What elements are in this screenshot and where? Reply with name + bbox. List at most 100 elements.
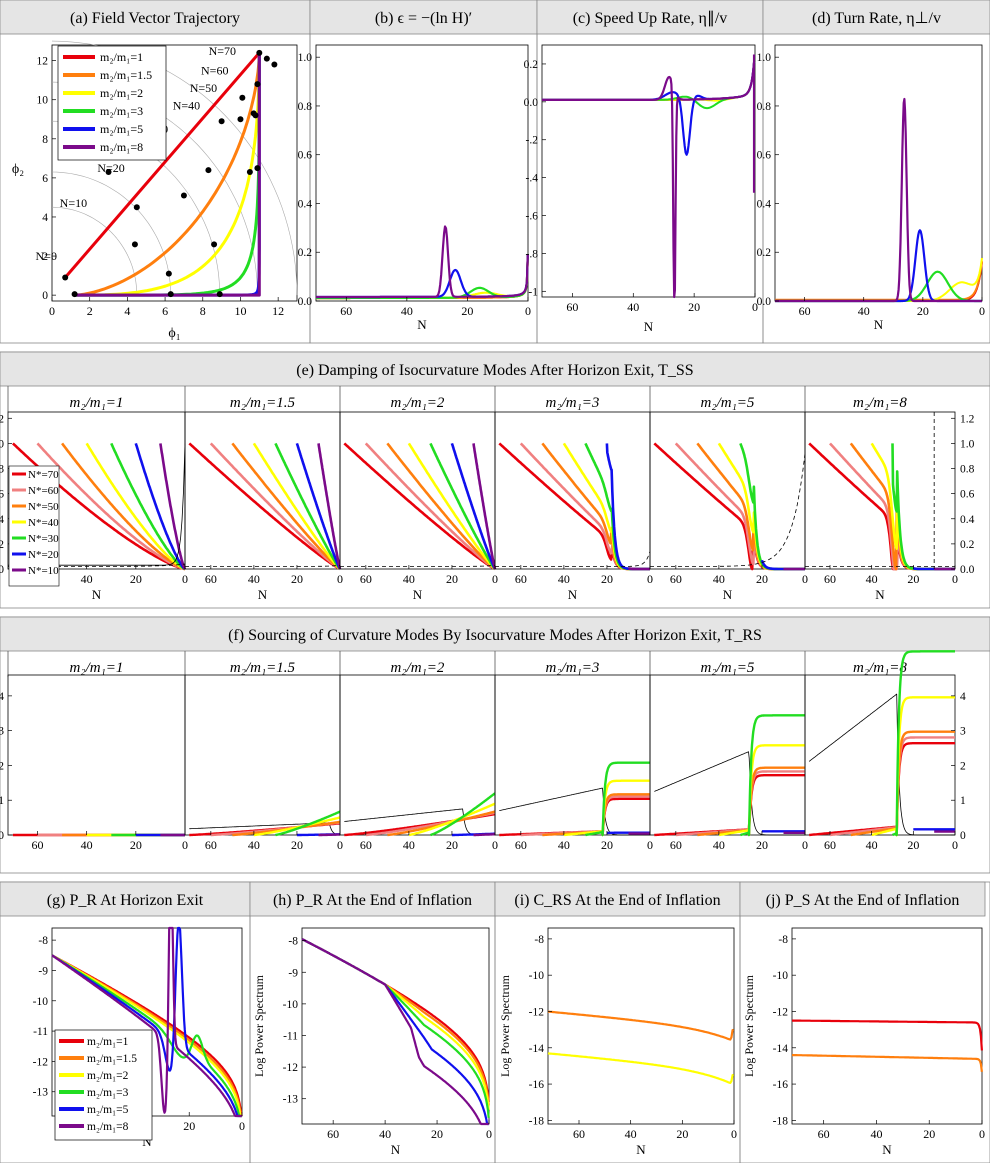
y-tick-label: 0.0 (298, 296, 313, 308)
y-tick-label: -14 (773, 1043, 789, 1055)
x-tick-label: 20 (923, 1127, 935, 1141)
tss-nstar-10 (627, 567, 652, 571)
tss-nstar-60 (36, 442, 186, 571)
y-tick-label: 0.8 (757, 101, 772, 113)
y-tick-label: 4 (0, 691, 4, 703)
trs-nstar-40 (871, 696, 956, 837)
n-marker (71, 291, 78, 298)
n-marker (105, 169, 112, 176)
x-tick-label: 0 (979, 304, 985, 318)
x-tick-label: 0 (802, 838, 808, 852)
panel-d: 60 40 20 0 0.0 0.2 0.4 0.6 0.8 1.0 N (757, 44, 985, 332)
title-j: (j) P_S At the End of Inflation (766, 892, 960, 909)
header-bg (494, 881, 741, 917)
y-tick-label: 3 (0, 726, 4, 738)
x-tick-label: 0 (492, 572, 498, 586)
y-tick-label: 0.0 (0, 564, 4, 576)
plot-frame (547, 927, 735, 1125)
x-tick-label: 60 (670, 838, 682, 852)
x-tick-label: 0 (337, 572, 343, 586)
panel-a: N=0N=10N=20N=30N=40N=50N=60N=70024681012… (12, 40, 298, 341)
n-marker (167, 291, 174, 298)
x-tick-label: 12 (272, 304, 284, 318)
y-tick-label: 0.2 (298, 247, 313, 259)
x-tick-label: 20 (446, 572, 458, 586)
y-tick-label: 0 (42, 290, 48, 302)
x-tick-label: 40 (379, 1127, 391, 1141)
epsilon-1 (315, 254, 529, 300)
legend-label: m₂/m₁=5 (100, 122, 143, 136)
y-tick-label: 2 (0, 760, 4, 772)
x-tick-label: 20 (907, 572, 919, 586)
y-tick-label: -8 (288, 936, 298, 948)
tss-nstar-60 (209, 442, 341, 571)
tss-nstar-30 (891, 443, 956, 571)
trajectory-8 (74, 52, 261, 297)
legend-label: N*=40 (28, 517, 59, 529)
x-tick-label: 10 (234, 304, 246, 318)
speedup-1.5 (542, 61, 756, 101)
speedup-3 (542, 61, 756, 110)
epsilon-1.5 (315, 254, 529, 300)
x-tick-label: 40 (403, 572, 415, 586)
y-tick-label: 0.4 (298, 198, 313, 210)
n-label: N=60 (201, 63, 228, 77)
y-tick-label: 8 (42, 134, 48, 146)
x-tick-label: 0 (731, 1127, 737, 1141)
title-e: (e) Damping of Isocurvature Modes After … (296, 362, 693, 379)
x-tick-label: 60 (205, 838, 217, 852)
panel-f-3: m₂/m₁=3 60 40 20 0 (494, 651, 653, 852)
x-tick-label: 40 (558, 572, 570, 586)
x-tick-label: 60 (670, 572, 682, 586)
tss-nstar-30 (429, 442, 496, 570)
pr-end-3 (301, 938, 490, 1118)
x-tick-label: 4 (124, 304, 130, 318)
title-h: (h) P_R At the End of Inflation (273, 892, 472, 909)
title-g: (g) P_R At Horizon Exit (47, 892, 204, 909)
x-tick-label: 0 (647, 572, 653, 586)
tss-nstar-10 (317, 443, 342, 570)
legend-label: m₂/m₁=8 (100, 140, 143, 154)
subplot-title: m₂/m₁=8 (853, 660, 907, 676)
x-tick-label: 0 (239, 1119, 245, 1133)
n-marker (254, 81, 261, 88)
x-tick-label: 20 (688, 300, 700, 314)
subplot-title: m₂/m₁=1.5 (230, 395, 296, 411)
legend-label: m₂/m₁=1.5 (100, 68, 152, 82)
trs-nstar-30 (891, 650, 956, 837)
y-tick-label: -.2 (526, 135, 539, 147)
x-axis-label: N (636, 1142, 646, 1157)
trs-nstar-50 (850, 730, 956, 837)
plot-frame (791, 927, 983, 1125)
legend-label: m₂/m₁=1.5 (87, 1053, 137, 1065)
x-tick-label: 20 (291, 572, 303, 586)
plot-frame (315, 44, 529, 302)
n-label: N=0 (36, 249, 57, 263)
y-tick-label: 6 (42, 173, 48, 185)
subplot-title: m₂/m₁=3 (546, 395, 600, 411)
x-tick-label: 60 (573, 1127, 585, 1141)
subplot-title: m₂/m₁=1.5 (230, 660, 296, 676)
panel-j: 60 40 20 0 -8 -10 -12 -14 -16 -18 N Log Power Spect… (742, 927, 985, 1157)
title-f: (f) Sourcing of Curvature Modes By Isocu… (228, 627, 762, 644)
panel-b: 60 40 20 0 0.0 0.2 0.4 0.6 0.8 1.0 N (298, 44, 531, 332)
x-tick-label: 0 (49, 304, 55, 318)
x-tick-label: 0 (492, 838, 498, 852)
trajectory-2 (74, 52, 261, 297)
y-tick-label: 10 (37, 95, 49, 107)
y-tick-label: -18 (529, 1115, 545, 1127)
y-tick-label: -10 (33, 996, 49, 1008)
y-tick-label: -14 (529, 1043, 545, 1055)
n-marker (133, 204, 140, 211)
x-tick-label: 20 (291, 838, 303, 852)
y-tick-label: 4 (42, 212, 48, 224)
x-tick-label: 20 (130, 572, 142, 586)
header-bg (536, 0, 764, 35)
plot-frame (51, 44, 298, 302)
y-tick-label: -12 (33, 1056, 49, 1068)
x-tick-label: 60 (818, 1127, 830, 1141)
x-tick-label: 20 (907, 838, 919, 852)
pr-exit-8 (51, 926, 243, 1118)
x-tick-label: 20 (183, 1119, 195, 1133)
legend-label: N*=50 (28, 501, 59, 513)
